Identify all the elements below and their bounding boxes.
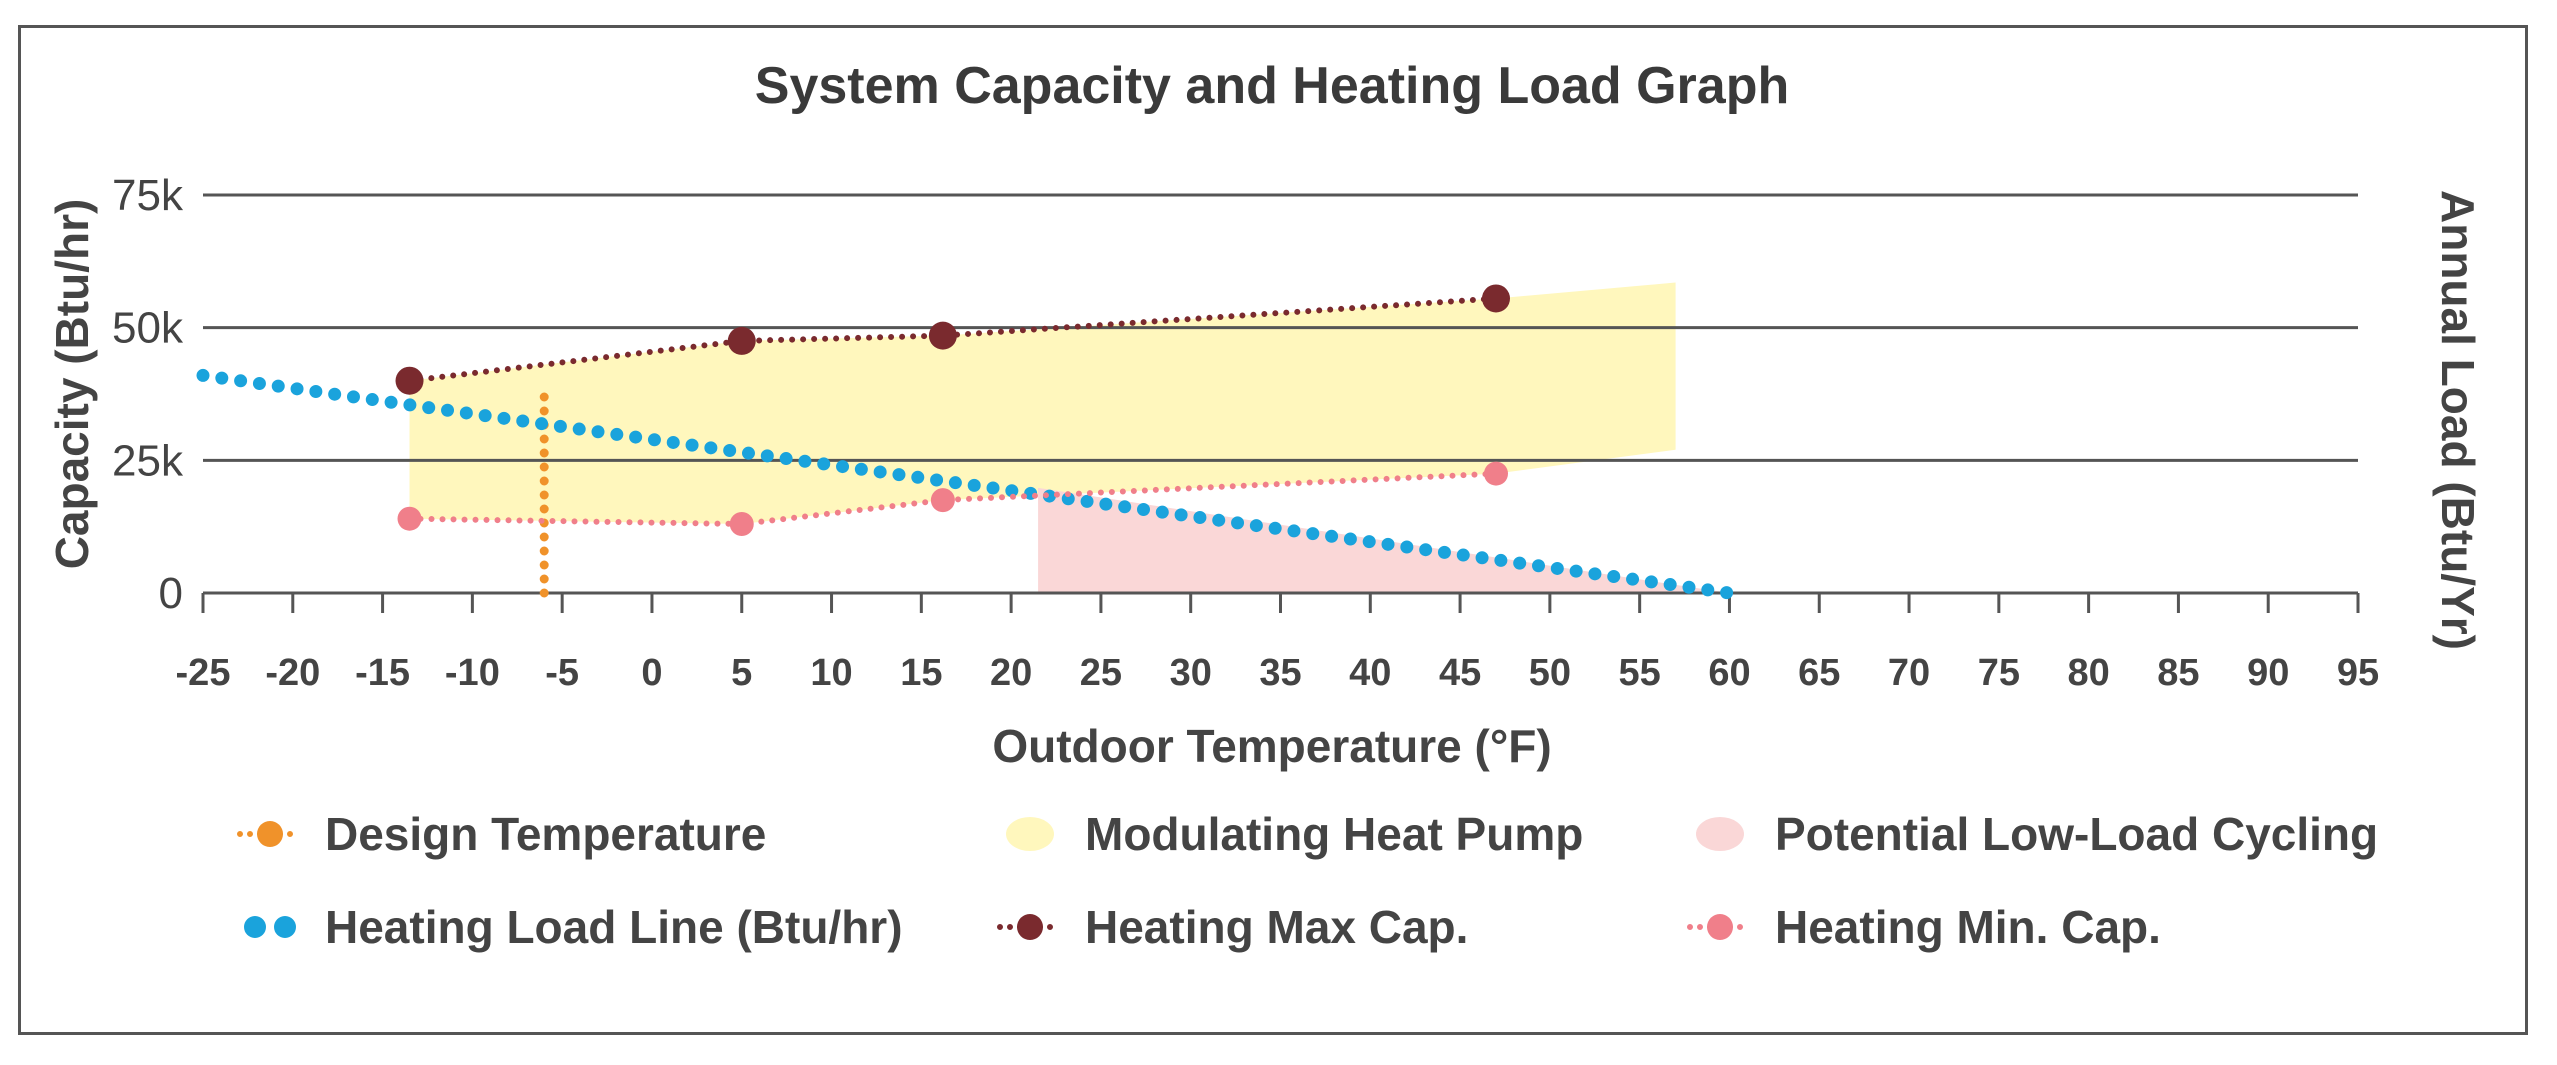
legend-item-heating-max-cap: Heating Max Cap. bbox=[997, 901, 1468, 953]
grid-layer bbox=[203, 193, 2358, 462]
legend-item-design-temperature: Design Temperature bbox=[237, 808, 766, 860]
y-tick-label: 50k bbox=[112, 304, 184, 353]
heating-max-cap-point bbox=[727, 326, 756, 355]
x-tick-label: -10 bbox=[445, 652, 500, 694]
legend-marker bbox=[274, 916, 296, 938]
chart-title: System Capacity and Heating Load Graph bbox=[755, 57, 1789, 115]
x-tick-label: 75 bbox=[1978, 652, 2020, 694]
heating-max-cap-line bbox=[406, 295, 1499, 384]
legend-marker bbox=[1017, 914, 1043, 940]
potential-low-load-cycling-area bbox=[1038, 487, 1730, 593]
x-tick-label: 65 bbox=[1798, 652, 1840, 694]
heating-min-cap-line bbox=[406, 470, 1499, 528]
x-tick-label: 5 bbox=[731, 652, 752, 694]
x-tick-label: 30 bbox=[1170, 652, 1212, 694]
x-tick-label: 20 bbox=[990, 652, 1032, 694]
legend-marker bbox=[244, 916, 266, 938]
x-tick-label: -20 bbox=[265, 652, 320, 694]
series-layer bbox=[196, 284, 1736, 600]
legend-item-modulating-heat-pump: Modulating Heat Pump bbox=[1006, 808, 1583, 860]
x-tick-label: 15 bbox=[900, 652, 942, 694]
modulating-heat-pump-area bbox=[409, 282, 1676, 525]
legend-swatch bbox=[1696, 817, 1744, 851]
y-tick-label: 75k bbox=[112, 171, 184, 220]
heating-min-cap-point bbox=[729, 512, 754, 537]
y-tick-label: 0 bbox=[159, 569, 183, 618]
heating-max-cap-point bbox=[395, 366, 424, 395]
axis-layer: 0 25k 50k 75k -25 -20 -15 -10 -5 0 5 10 15 20 25 30 35 40… bbox=[112, 171, 2379, 694]
legend-item-heating-min-cap: Heating Min. Cap. bbox=[1687, 901, 2161, 953]
legend-label: Design Temperature bbox=[325, 808, 766, 860]
x-tick-label: -5 bbox=[545, 652, 579, 694]
legend-label: Potential Low-Load Cycling bbox=[1775, 808, 2378, 860]
y-axis-label: Capacity (Btu/hr) bbox=[46, 199, 98, 570]
x-tick-label: 85 bbox=[2157, 652, 2199, 694]
legend-item-heating-load-line-btu-hr: Heating Load Line (Btu/hr) bbox=[244, 901, 903, 953]
legend-label: Modulating Heat Pump bbox=[1085, 808, 1583, 860]
x-axis-label: Outdoor Temperature (°F) bbox=[992, 720, 1551, 772]
legend-label: Heating Load Line (Btu/hr) bbox=[325, 901, 903, 953]
legend-label: Heating Min. Cap. bbox=[1775, 901, 2161, 953]
x-tick-label: 25 bbox=[1080, 652, 1122, 694]
heating-min-cap-point bbox=[397, 506, 422, 531]
legend-item-potential-low-load-cycling: Potential Low-Load Cycling bbox=[1696, 808, 2378, 860]
x-tick-label: -25 bbox=[176, 652, 231, 694]
legend-label: Heating Max Cap. bbox=[1085, 901, 1468, 953]
x-tick-label: 10 bbox=[810, 652, 852, 694]
x-tick-label: 70 bbox=[1888, 652, 1930, 694]
y-tick-label: 25k bbox=[112, 436, 184, 485]
x-tick-label: 55 bbox=[1619, 652, 1661, 694]
legend-marker bbox=[257, 821, 283, 847]
legend-marker bbox=[1707, 914, 1733, 940]
y2-axis-label: Annual Load (Btu/Yr) bbox=[2432, 190, 2484, 650]
heating-max-cap-point bbox=[928, 321, 957, 350]
x-tick-label: 90 bbox=[2247, 652, 2289, 694]
x-tick-label: 35 bbox=[1259, 652, 1301, 694]
heating-max-cap-point bbox=[1482, 284, 1510, 313]
x-tick-label: 95 bbox=[2337, 652, 2379, 694]
heating-min-cap-point bbox=[1484, 461, 1508, 486]
x-tick-label: 50 bbox=[1529, 652, 1571, 694]
x-tick-label: -15 bbox=[355, 652, 410, 694]
legend: Design Temperature Modulating Heat Pump Po… bbox=[237, 808, 2378, 953]
x-tick-label: 80 bbox=[2067, 652, 2109, 694]
x-tick-label: 40 bbox=[1349, 652, 1391, 694]
legend-swatch bbox=[1006, 817, 1054, 851]
x-tick-label: 0 bbox=[641, 652, 662, 694]
x-tick-label: 60 bbox=[1708, 652, 1750, 694]
heating-min-cap-point bbox=[930, 488, 955, 513]
x-tick-label: 45 bbox=[1439, 652, 1481, 694]
